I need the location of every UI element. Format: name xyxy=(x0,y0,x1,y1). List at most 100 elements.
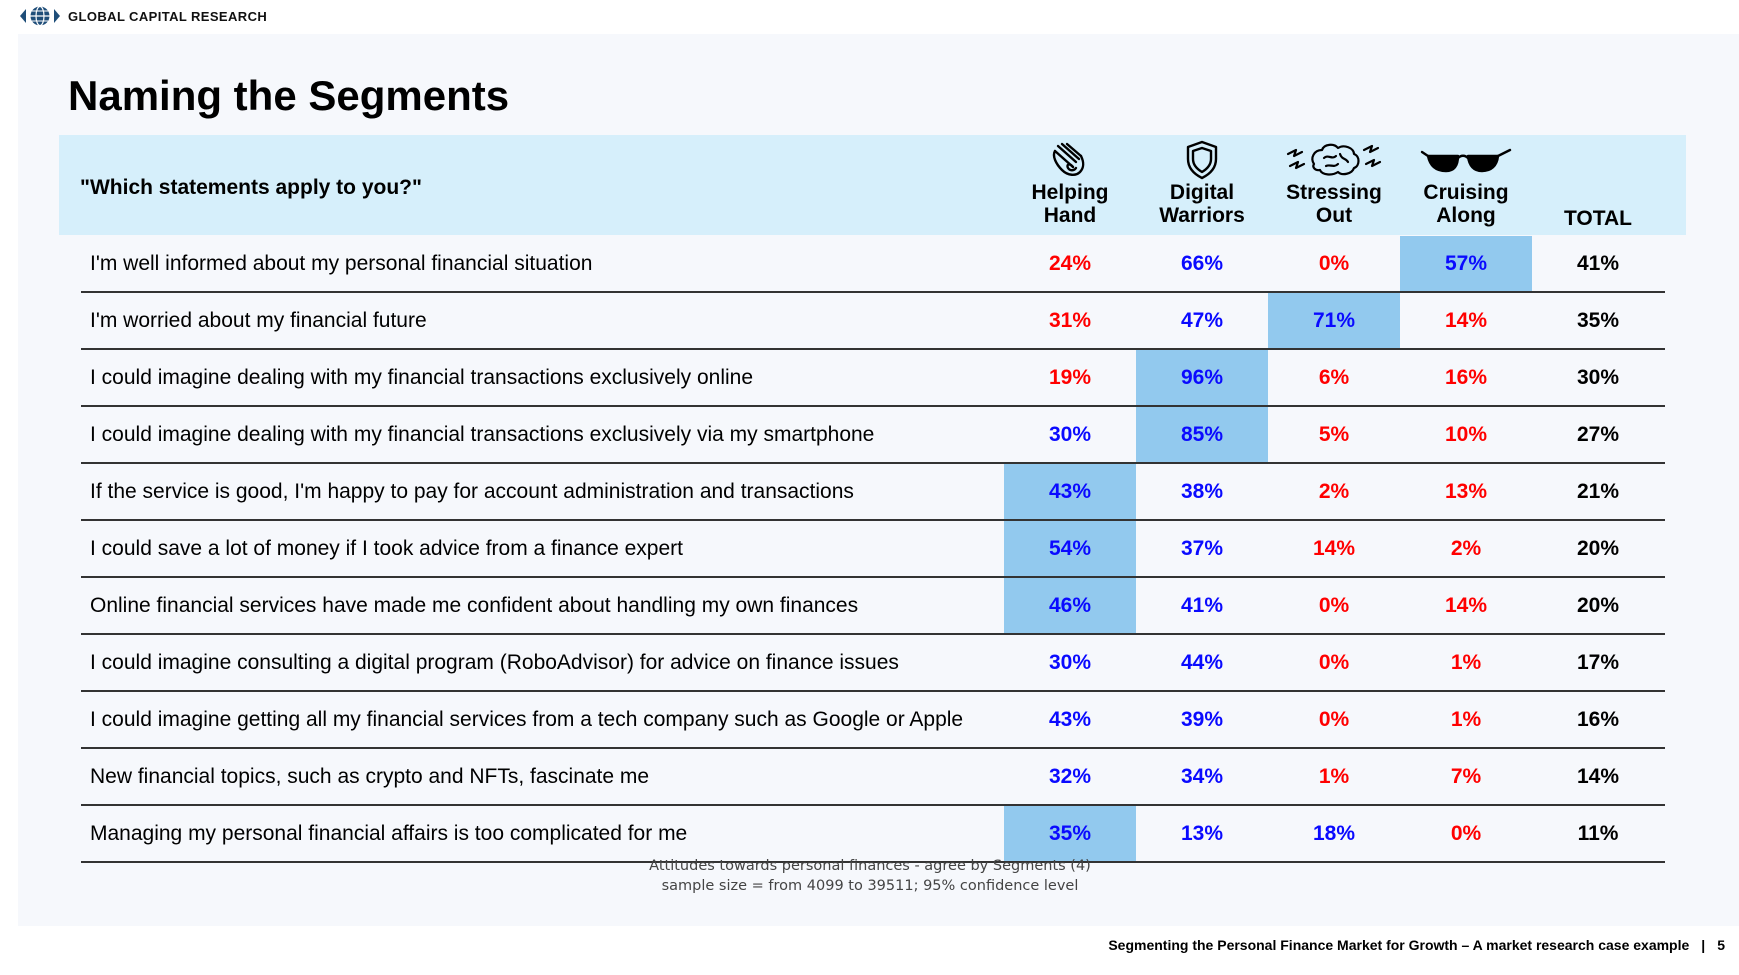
segment-header-digital-warriors: Digital Warriors xyxy=(1136,140,1268,226)
segment-value-cell: 7% xyxy=(1450,765,1482,788)
segment-value-cell: 43% xyxy=(1004,464,1136,519)
segment-name-line1: Digital xyxy=(1169,181,1235,204)
statement-text: Managing my personal financial affairs i… xyxy=(90,822,688,845)
segment-value-cell: 0% xyxy=(1318,594,1350,617)
segment-value-cell: 39% xyxy=(1180,708,1224,731)
segment-value-cell: 18% xyxy=(1312,822,1356,845)
total-value-cell: 11% xyxy=(1577,822,1619,845)
segment-value-cell: 14% xyxy=(1444,594,1488,617)
segment-value-cell: 16% xyxy=(1444,366,1488,389)
segment-header-helping-hand: Helping Hand xyxy=(1004,140,1136,226)
segment-value-cell: 24% xyxy=(1048,252,1092,275)
total-value-cell: 20% xyxy=(1576,594,1620,617)
footer: Segmenting the Personal Finance Market f… xyxy=(1108,937,1725,953)
segment-value-cell: 47% xyxy=(1180,309,1224,332)
segment-value-cell: 5% xyxy=(1318,423,1350,446)
table-row: New financial topics, such as crypto and… xyxy=(81,749,1665,806)
segment-value-cell: 38% xyxy=(1180,480,1224,503)
table-row: Managing my personal financial affairs i… xyxy=(81,806,1665,863)
statement-text: I could imagine consulting a digital pro… xyxy=(90,651,899,674)
segment-value-cell: 30% xyxy=(1048,423,1092,446)
segment-value-cell: 0% xyxy=(1318,651,1350,674)
segment-value-cell: 30% xyxy=(1048,651,1092,674)
segment-value-cell: 37% xyxy=(1180,537,1224,560)
segment-value-cell: 2% xyxy=(1450,537,1482,560)
segment-value-cell: 46% xyxy=(1004,578,1136,633)
globe-logo-icon xyxy=(20,5,60,27)
header-bar: GLOBAL CAPITAL RESEARCH xyxy=(18,4,267,28)
segment-value-cell: 1% xyxy=(1318,765,1350,788)
segment-name-line2: Hand xyxy=(1043,204,1097,227)
total-value-cell: 20% xyxy=(1576,537,1620,560)
segment-header-cruising-along: Cruising Along xyxy=(1400,140,1532,226)
statement-text: New financial topics, such as crypto and… xyxy=(90,765,650,788)
segment-value-cell: 31% xyxy=(1048,309,1092,332)
segment-value-cell: 57% xyxy=(1400,236,1532,291)
segment-name-line1: Helping xyxy=(1031,181,1109,204)
segment-value-cell: 1% xyxy=(1450,651,1482,674)
segment-value-cell: 66% xyxy=(1180,252,1224,275)
segment-value-cell: 0% xyxy=(1450,822,1482,845)
helping-hand-icon xyxy=(1052,142,1085,176)
total-value-cell: 35% xyxy=(1576,309,1620,332)
segment-name-line1: Stressing xyxy=(1286,181,1382,204)
segment-value-cell: 19% xyxy=(1048,366,1092,389)
segment-value-cell: 6% xyxy=(1318,366,1350,389)
segment-value-cell: 13% xyxy=(1180,822,1224,845)
footer-title: Segmenting the Personal Finance Market f… xyxy=(1108,937,1690,953)
table-row: I could save a lot of money if I took ad… xyxy=(81,521,1665,578)
page-title: Naming the Segments xyxy=(68,72,510,119)
table-row: I could imagine dealing with my financia… xyxy=(81,407,1665,464)
statement-text: Online financial services have made me c… xyxy=(90,594,859,617)
table-row: I'm worried about my financial future 31%… xyxy=(81,293,1665,350)
total-header: TOTAL xyxy=(1563,207,1633,230)
statement-text: I'm well informed about my personal fina… xyxy=(90,252,593,275)
segment-value-cell: 96% xyxy=(1136,350,1268,405)
table-row: I'm well informed about my personal fina… xyxy=(81,236,1665,293)
shield-icon xyxy=(1186,140,1218,180)
total-value-cell: 27% xyxy=(1576,423,1620,446)
segment-value-cell: 1% xyxy=(1450,708,1482,731)
segment-name-line1: Cruising xyxy=(1423,181,1509,204)
total-value-cell: 16% xyxy=(1576,708,1620,731)
segment-value-cell: 54% xyxy=(1004,521,1136,576)
statement-text: If the service is good, I'm happy to pay… xyxy=(90,480,854,503)
table-row: I could imagine getting all my financial… xyxy=(81,692,1665,749)
segment-header-stressing-out: Stressing Out xyxy=(1268,140,1400,226)
segment-name-line2: Along xyxy=(1436,204,1496,227)
total-value-cell: 30% xyxy=(1576,366,1620,389)
segment-value-cell: 71% xyxy=(1268,293,1400,348)
segment-value-cell: 34% xyxy=(1180,765,1224,788)
segment-value-cell: 41% xyxy=(1180,594,1224,617)
segment-value-cell: 0% xyxy=(1318,252,1350,275)
total-value-cell: 21% xyxy=(1576,480,1620,503)
table-header-band xyxy=(59,135,1686,235)
segment-name-line2: Warriors xyxy=(1159,204,1245,227)
sunglasses-icon xyxy=(1420,148,1512,173)
segment-value-cell: 13% xyxy=(1444,480,1488,503)
segment-value-cell: 0% xyxy=(1318,708,1350,731)
segment-value-cell: 14% xyxy=(1444,309,1488,332)
note-line-2: sample size = from 4099 to 39511; 95% co… xyxy=(661,878,1079,894)
table-row: I could imagine consulting a digital pro… xyxy=(81,635,1665,692)
segment-value-cell: 10% xyxy=(1444,423,1488,446)
statement-text: I could imagine dealing with my financia… xyxy=(90,423,875,446)
statement-text: I could imagine dealing with my financia… xyxy=(90,366,754,389)
footer-separator: | xyxy=(1701,937,1706,953)
total-value-cell: 41% xyxy=(1576,252,1620,275)
stressed-brain-icon xyxy=(1286,143,1382,176)
total-value-cell: 14% xyxy=(1576,765,1620,788)
chart-note: Attitudes towards personal finances - ag… xyxy=(520,856,1220,896)
segment-value-cell: 43% xyxy=(1048,708,1092,731)
segment-value-cell: 44% xyxy=(1180,651,1224,674)
brand-name: GLOBAL CAPITAL RESEARCH xyxy=(68,8,268,24)
segment-value-cell: 14% xyxy=(1312,537,1356,560)
total-value-cell: 17% xyxy=(1576,651,1620,674)
segment-name-line2: Out xyxy=(1315,204,1353,227)
segment-value-cell: 2% xyxy=(1318,480,1350,503)
segment-value-cell: 85% xyxy=(1136,407,1268,462)
table-row: If the service is good, I'm happy to pay… xyxy=(81,464,1665,521)
segment-value-cell: 35% xyxy=(1004,806,1136,861)
note-line-1: Attitudes towards personal finances - ag… xyxy=(649,858,1091,874)
